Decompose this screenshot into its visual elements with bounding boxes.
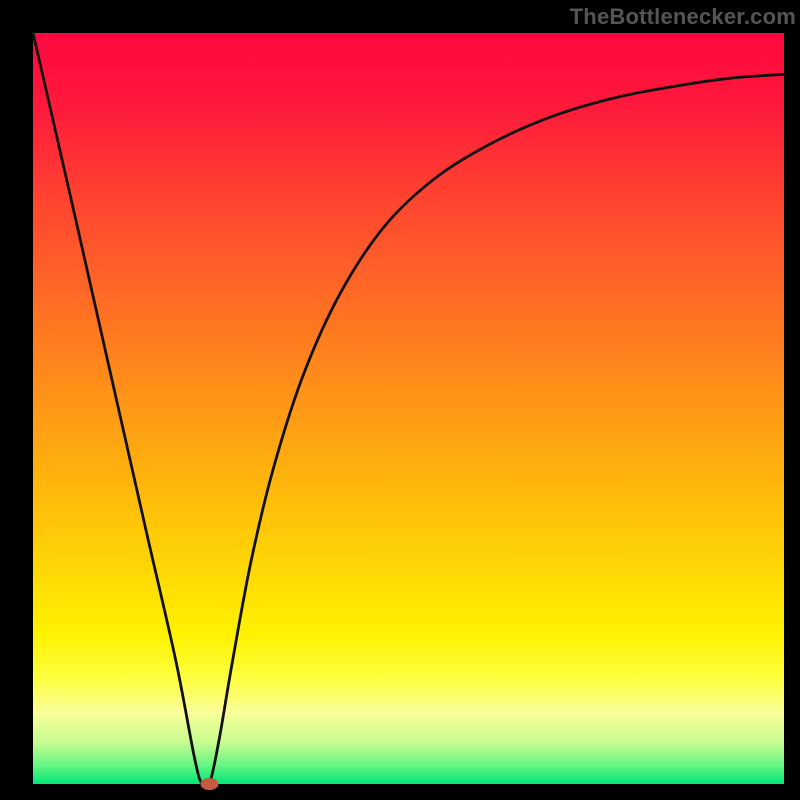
- plot-area: [0, 0, 800, 800]
- gradient-background: [33, 33, 784, 784]
- optimum-marker: [200, 778, 218, 790]
- chart-canvas: TheBottlenecker.com: [0, 0, 800, 800]
- watermark-text: TheBottlenecker.com: [570, 4, 796, 30]
